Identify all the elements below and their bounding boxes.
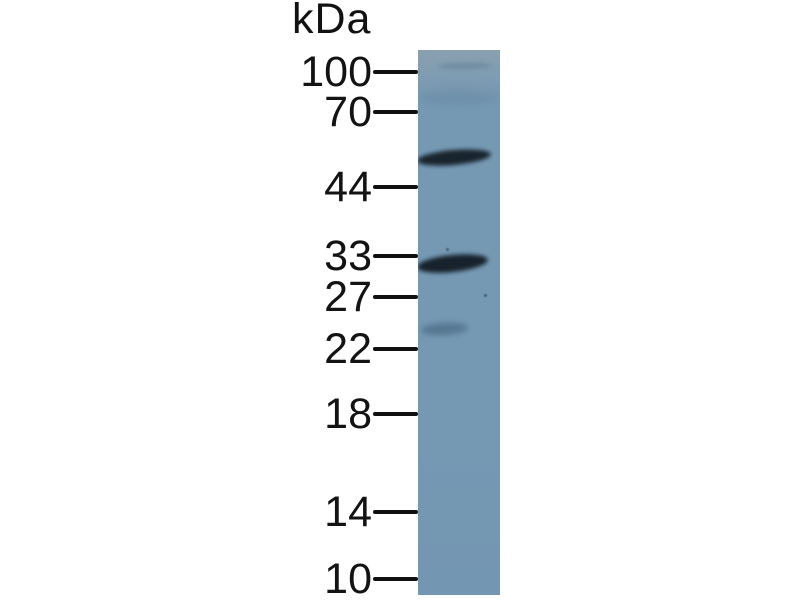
speck-1 <box>446 248 449 251</box>
smear-upper-region <box>420 89 498 105</box>
blot-lane <box>418 50 500 595</box>
marker-tick-33 <box>373 254 418 258</box>
marker-tick-10 <box>373 577 418 581</box>
marker-tick-22 <box>373 347 418 351</box>
band-strong-lower <box>418 250 489 276</box>
marker-label-44: 44 <box>324 163 372 211</box>
marker-label-100: 100 <box>300 48 372 96</box>
bands-layer <box>418 50 500 595</box>
marker-tick-100 <box>373 70 418 74</box>
marker-tick-18 <box>373 412 418 416</box>
band-faint <box>420 321 469 337</box>
kda-unit-label: kDa <box>292 0 372 43</box>
smear-top <box>437 62 493 70</box>
marker-label-27: 27 <box>324 273 372 321</box>
band-strong-upper <box>418 146 492 168</box>
marker-tick-70 <box>373 110 418 114</box>
marker-label-14: 14 <box>324 488 372 536</box>
marker-label-33: 33 <box>324 232 372 280</box>
marker-label-22: 22 <box>324 325 372 373</box>
marker-tick-44 <box>373 185 418 189</box>
marker-tick-27 <box>373 295 418 299</box>
marker-label-10: 10 <box>324 555 372 600</box>
marker-tick-14 <box>373 510 418 514</box>
marker-label-18: 18 <box>324 390 372 438</box>
speck-2 <box>484 294 487 297</box>
marker-label-70: 70 <box>324 88 372 136</box>
